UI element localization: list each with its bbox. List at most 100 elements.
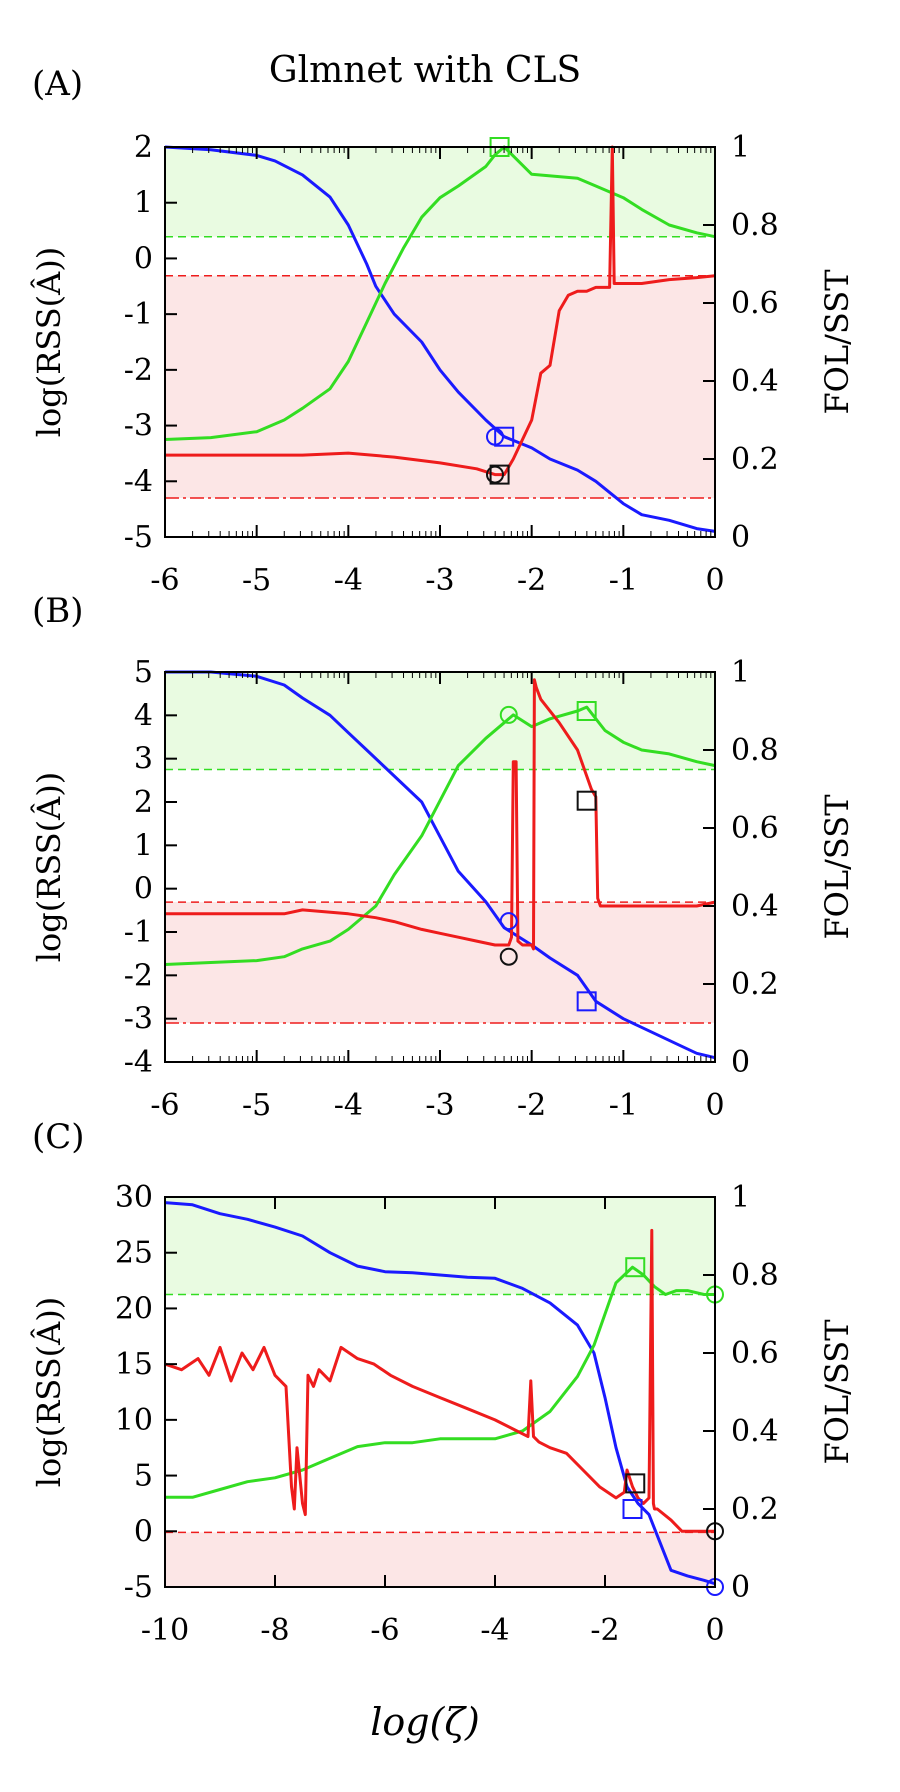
- series-line-red: [165, 678, 716, 951]
- y-left-tick-label: 1: [134, 828, 153, 863]
- marker-square-black: [489, 464, 510, 485]
- y-left-tick-label: -2: [124, 958, 153, 993]
- y-right-tick-label: 0.6: [731, 1336, 779, 1371]
- red-band: [165, 1532, 715, 1587]
- y-right-tick-label: 0.2: [731, 967, 779, 1002]
- y-right-tick-label: 0.2: [731, 442, 779, 477]
- y-left-tick-label: -5: [124, 1570, 153, 1605]
- y-right-tick-label: 0: [731, 520, 750, 555]
- x-tick-label: -6: [370, 1613, 399, 1648]
- x-tick-label: -5: [242, 1088, 271, 1123]
- marker-square-black: [576, 790, 597, 811]
- green-band: [165, 1197, 715, 1295]
- y-left-tick-label: 0: [134, 872, 153, 907]
- marker-square-green: [625, 1257, 646, 1278]
- y-left-tick-label: 5: [134, 1459, 153, 1494]
- series-line-blue: [164, 1201, 716, 1586]
- x-tick-label: -4: [334, 1088, 363, 1123]
- x-tick-label: -8: [260, 1613, 289, 1648]
- plot-frame: [164, 1196, 716, 1588]
- y-right-tick-label: 1: [731, 1180, 750, 1215]
- y-right-axis-label: FOL/SST: [818, 794, 856, 940]
- y-right-tick-label: 0.6: [731, 286, 779, 321]
- y-left-tick-label: 3: [134, 742, 153, 777]
- series-line-red: [165, 145, 716, 477]
- marker-square-blue: [494, 426, 515, 447]
- x-tick-label: -4: [480, 1613, 509, 1648]
- y-left-axis-label: log(RSS(Â)): [30, 772, 68, 962]
- y-right-tick-label: 0.4: [731, 889, 779, 924]
- series-line-green: [164, 145, 716, 441]
- y-right-tick-label: 0.6: [731, 811, 779, 846]
- panel-b: -6 -5 -4 -3 -2 -1 0 5 4 3 2 1 0 -1 -2 -3 -4 1 0.8 0.6 0.4 0.2…: [30, 591, 856, 1123]
- y-left-tick-label: 20: [115, 1291, 153, 1326]
- y-right-tick-label: 0: [731, 1570, 750, 1605]
- y-left-tick-label: -2: [124, 353, 153, 388]
- x-tick-label: 0: [705, 1613, 724, 1648]
- red-band: [165, 275, 715, 498]
- red-band: [165, 902, 715, 1023]
- figure-title: Glmnet with CLS: [269, 50, 581, 91]
- y-left-tick-label: 4: [134, 698, 153, 733]
- panel-a: -6 -5 -4 -3 -2 -1 0 2 1 0 -1 -2 -3 -4 -5 1 0.8 0.6 0.4 0.2 0…: [30, 64, 856, 598]
- y-right-tick-label: 0: [731, 1045, 750, 1080]
- marker-square-black: [625, 1473, 646, 1494]
- marker-circle-green: [499, 705, 518, 724]
- green-band: [165, 147, 715, 237]
- x-axis-label: log(ζ): [370, 1700, 480, 1744]
- x-tick-label: -4: [334, 563, 363, 598]
- y-right-tick-label: 0.4: [731, 1414, 779, 1449]
- y-left-tick-label: -1: [124, 297, 153, 332]
- x-tick-label: -6: [150, 1088, 179, 1123]
- series-line-blue: [165, 670, 716, 1060]
- y-left-tick-label: 1: [134, 186, 153, 221]
- y-left-tick-label: -4: [124, 1045, 153, 1080]
- panel-c: -10 -8 -6 -4 -2 0 30 25 20 15 10 5 0 -5 1 0.8 0.6 0.4 0.2 0…: [30, 1117, 856, 1648]
- y-right-tick-label: 0.8: [731, 1258, 779, 1293]
- series-line-red: [164, 1228, 715, 1533]
- panel-label: (A): [32, 64, 83, 104]
- y-right-tick-label: 0.8: [731, 208, 779, 243]
- x-tick-label: -2: [590, 1613, 619, 1648]
- series-line-blue: [164, 145, 716, 533]
- x-tick-label: -2: [517, 563, 546, 598]
- y-left-tick-label: -3: [124, 409, 153, 444]
- y-right-axis-label: FOL/SST: [818, 1319, 856, 1465]
- y-right-tick-label: 1: [731, 130, 750, 165]
- x-tick-label: -6: [150, 563, 179, 598]
- y-left-tick-label: 15: [115, 1347, 153, 1382]
- y-right-axis-label: FOL/SST: [818, 269, 856, 415]
- y-left-tick-label: 0: [134, 1514, 153, 1549]
- y-left-tick-label: 0: [134, 241, 153, 276]
- x-tick-label: -1: [609, 1088, 638, 1123]
- x-tick-label: -3: [425, 1088, 454, 1123]
- y-right-tick-label: 0.8: [731, 733, 779, 768]
- marker-square-green: [576, 701, 597, 721]
- y-left-tick-label: 2: [134, 130, 153, 165]
- y-left-axis-label: log(RSS(Â)): [30, 1297, 68, 1487]
- panel-label: (C): [32, 1117, 85, 1157]
- marker-square-blue: [622, 1499, 643, 1519]
- y-right-tick-label: 0.4: [731, 364, 779, 399]
- y-left-tick-label: 10: [115, 1403, 153, 1438]
- marker-square-blue: [576, 991, 597, 1012]
- x-tick-label: -10: [141, 1613, 189, 1648]
- y-left-tick-label: 25: [115, 1236, 153, 1271]
- x-tick-label: 0: [705, 1088, 724, 1123]
- series-line-green: [164, 705, 716, 966]
- y-left-tick-label: -5: [124, 520, 153, 555]
- x-tick-label: -3: [425, 563, 454, 598]
- panel-label: (B): [32, 591, 84, 631]
- x-tick-label: -5: [242, 563, 271, 598]
- y-left-axis-label: log(RSS(Â)): [30, 247, 68, 437]
- y-left-tick-label: 2: [134, 785, 153, 820]
- x-tick-label: -2: [517, 1088, 546, 1123]
- marker-circle-black: [499, 947, 518, 966]
- green-band: [165, 672, 715, 770]
- y-left-tick-label: -3: [124, 1002, 153, 1037]
- y-left-tick-label: 5: [134, 655, 153, 690]
- y-left-tick-label: 30: [115, 1180, 153, 1215]
- y-right-tick-label: 1: [731, 655, 750, 690]
